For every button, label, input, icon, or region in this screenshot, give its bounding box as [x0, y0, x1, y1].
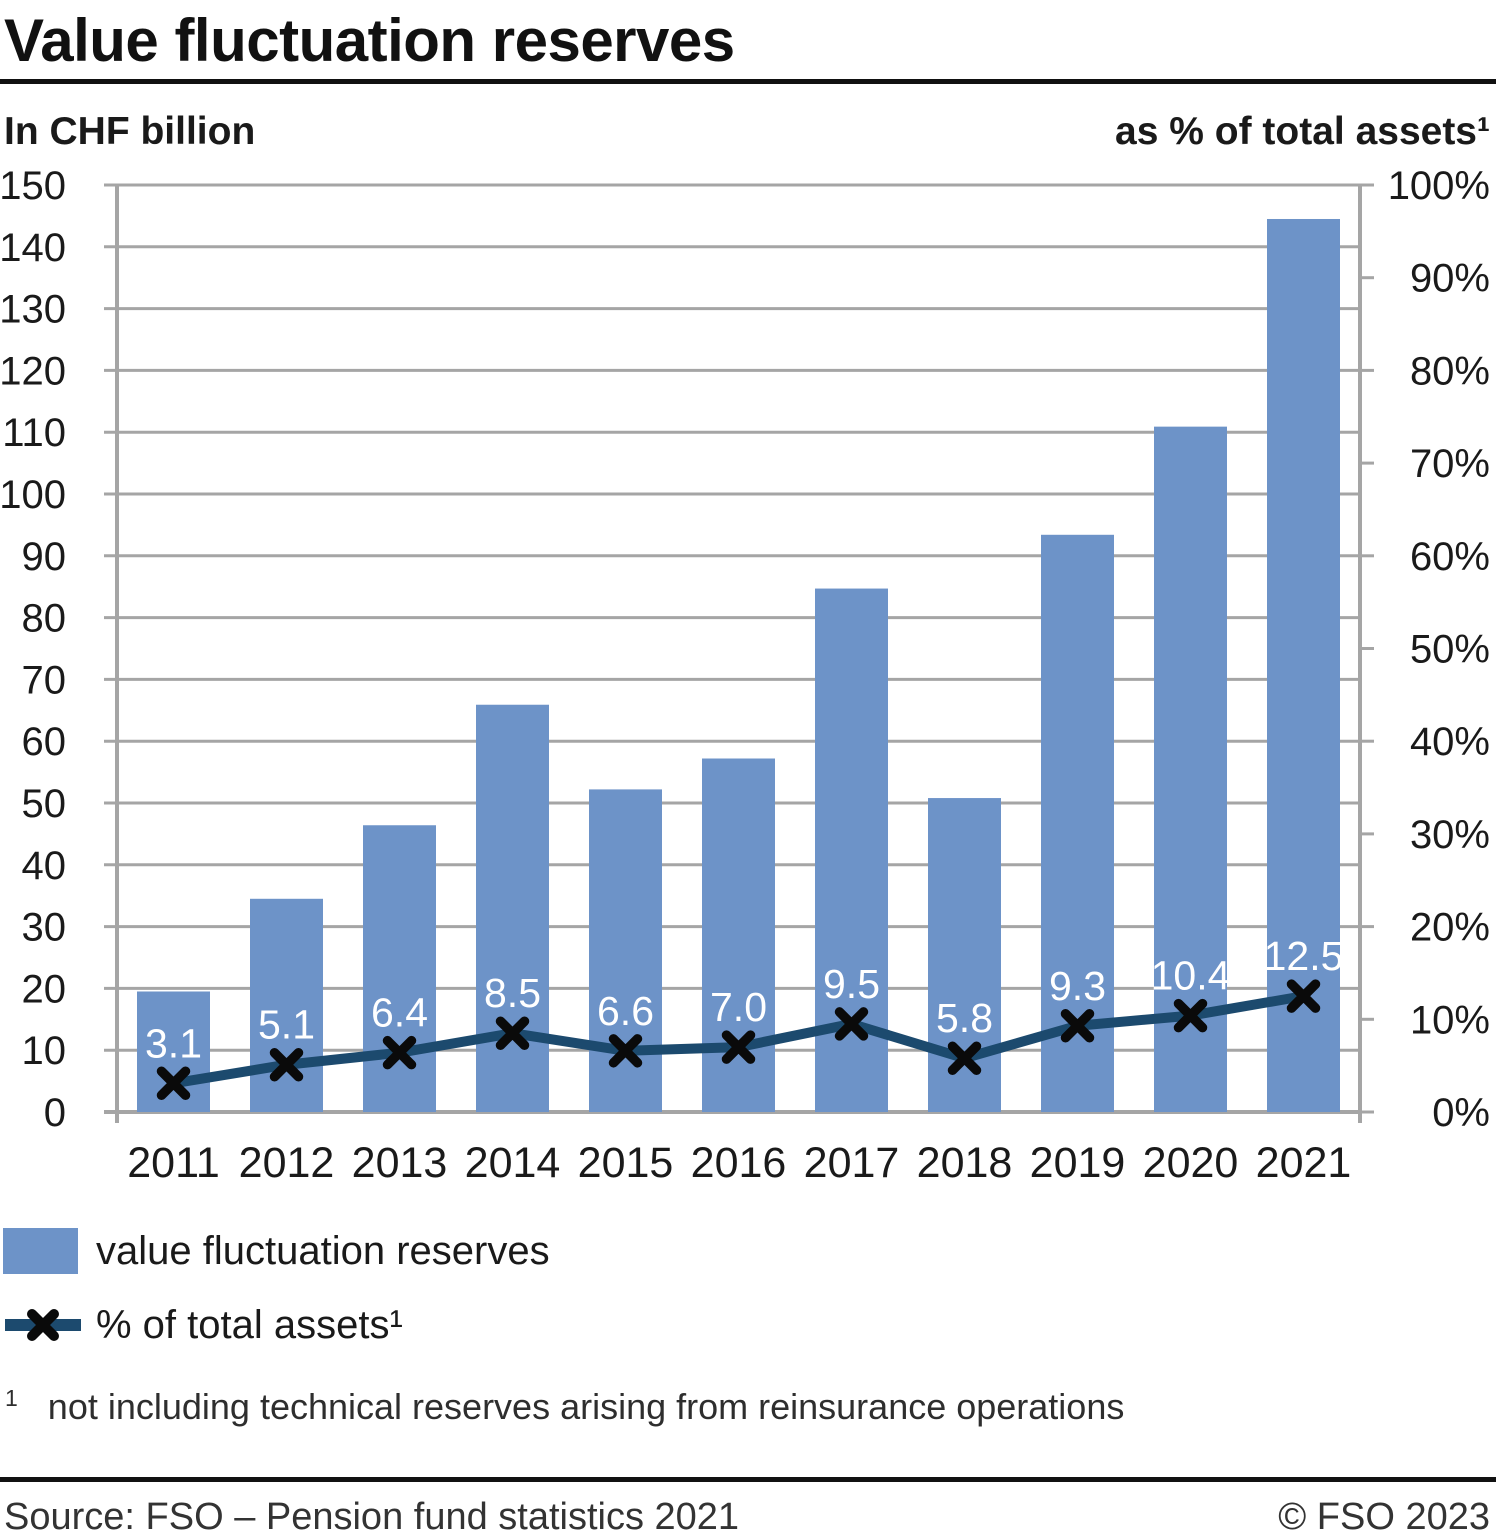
right-axis-tick-label: 70%: [1410, 442, 1490, 486]
right-axis-tick-label: 100%: [1388, 164, 1490, 208]
x-marker-2014: [495, 1016, 530, 1050]
point-value-label: 5.8: [936, 995, 993, 1041]
footer: Source: FSO – Pension fund statistics 20…: [4, 1496, 1490, 1539]
point-value-label: 10.4: [1151, 953, 1231, 999]
left-axis-title: In CHF billion: [4, 110, 256, 153]
point-value-label: 6.6: [597, 988, 654, 1034]
year-label: 2018: [917, 1139, 1013, 1187]
bar-2012: [250, 898, 323, 1112]
left-axis-tick-label: 80: [22, 597, 67, 641]
x-marker-2019: [1060, 1009, 1095, 1043]
point-value-label: 3.1: [145, 1020, 202, 1066]
left-axis-tick-label: 70: [22, 658, 67, 702]
right-axis-tick-label: 80%: [1410, 349, 1490, 393]
year-label: 2017: [804, 1139, 900, 1187]
year-label: 2020: [1143, 1139, 1239, 1187]
point-value-label: 5.1: [258, 1002, 315, 1048]
footnote-text: not including technical reserves arising…: [47, 1386, 1125, 1427]
bar-2019: [1041, 534, 1114, 1112]
x-marker-2011: [156, 1066, 191, 1101]
point-value-label: 9.5: [823, 961, 880, 1007]
x-marker-2016: [721, 1030, 756, 1064]
bar-swatch-icon: [3, 1228, 78, 1274]
year-label: 2019: [1030, 1139, 1126, 1187]
point-value-label: 8.5: [484, 970, 541, 1016]
point-value-label: 6.4: [371, 990, 428, 1036]
bar-2020: [1154, 426, 1227, 1112]
legend-item-line: % of total assets¹: [3, 1300, 903, 1350]
bar-2011: [137, 991, 210, 1112]
legend-item-bars: value fluctuation reserves: [3, 1228, 903, 1274]
left-axis-tick-label: 10: [22, 1029, 67, 1073]
footer-copyright: © FSO 2023: [1278, 1496, 1490, 1538]
right-axis-title: as % of total assets¹: [1115, 110, 1490, 153]
year-label: 2021: [1256, 1139, 1352, 1187]
right-axis-tick-label: 60%: [1410, 535, 1490, 579]
x-marker-2012: [269, 1047, 304, 1082]
line-marker-swatch-icon: [5, 1309, 81, 1341]
x-marker-2020: [1173, 998, 1208, 1033]
left-axis-tick-label: 30: [22, 906, 67, 950]
point-value-label: 9.3: [1049, 963, 1106, 1009]
title-divider: [0, 79, 1496, 84]
x-marker-2013: [382, 1035, 417, 1070]
left-axis-tick-label: 150: [0, 164, 66, 208]
left-axis-tick-label: 90: [22, 535, 67, 579]
left-axis-tick-label: 140: [0, 226, 66, 270]
year-label: 2011: [127, 1139, 219, 1187]
year-label: 2012: [239, 1139, 335, 1187]
legend-bar-label: value fluctuation reserves: [96, 1228, 550, 1273]
left-axis-tick-label: 130: [0, 288, 66, 332]
right-axis-tick-label: 90%: [1410, 257, 1490, 301]
axis-headers: In CHF billion as % of total assets¹: [4, 110, 1490, 154]
left-axis-tick-label: 60: [22, 720, 67, 764]
left-axis-tick-label: 100: [0, 473, 66, 517]
left-axis-tick-label: 50: [22, 782, 67, 826]
point-value-label: 7.0: [710, 984, 767, 1030]
x-marker-2015: [608, 1034, 643, 1068]
chart-title: Value fluctuation reserves: [4, 7, 735, 74]
chart-plot-area: 0 10 20 30 40 50 60 70 80 90 100 110 120 130 140 150 0% 1…: [0, 164, 1490, 1187]
footer-source: Source: FSO – Pension fund statistics 20…: [4, 1496, 740, 1538]
left-axis-tick-label: 20: [22, 967, 67, 1011]
footer-divider: [0, 1477, 1496, 1482]
year-label: 2014: [465, 1139, 561, 1187]
legend-line-label: % of total assets¹: [96, 1302, 403, 1347]
chart-legend: value fluctuation reserves % of total as…: [3, 1228, 903, 1376]
left-axis-tick-label: 40: [22, 844, 67, 888]
left-axis-tick-label: 110: [2, 411, 66, 455]
right-axis-tick-label: 30%: [1410, 813, 1490, 857]
footnote: 1 not including technical reserves arisin…: [5, 1385, 1476, 1428]
bar-2015: [589, 789, 662, 1112]
left-axis-tick-label: 120: [0, 349, 66, 393]
x-marker-2017: [834, 1007, 869, 1041]
bar-2021: [1267, 218, 1340, 1113]
bar-2014: [476, 704, 549, 1112]
year-label: 2013: [352, 1139, 448, 1187]
x-marker-2018: [947, 1041, 982, 1075]
left-axis-tick-label: 0: [44, 1091, 66, 1135]
year-label: 2016: [691, 1139, 787, 1187]
point-value-label: 12.5: [1264, 933, 1344, 979]
footnote-marker: 1: [5, 1385, 18, 1411]
right-axis-tick-label: 10%: [1410, 998, 1490, 1042]
right-axis-tick-label: 20%: [1410, 906, 1490, 950]
year-label: 2015: [578, 1139, 674, 1187]
bar-2013: [363, 825, 436, 1112]
x-marker-2021: [1286, 979, 1321, 1013]
right-axis-tick-label: 50%: [1410, 628, 1490, 672]
right-axis-tick-label: 0%: [1432, 1091, 1490, 1135]
right-axis-tick-label: 40%: [1410, 720, 1490, 764]
bar-2016: [702, 758, 775, 1112]
